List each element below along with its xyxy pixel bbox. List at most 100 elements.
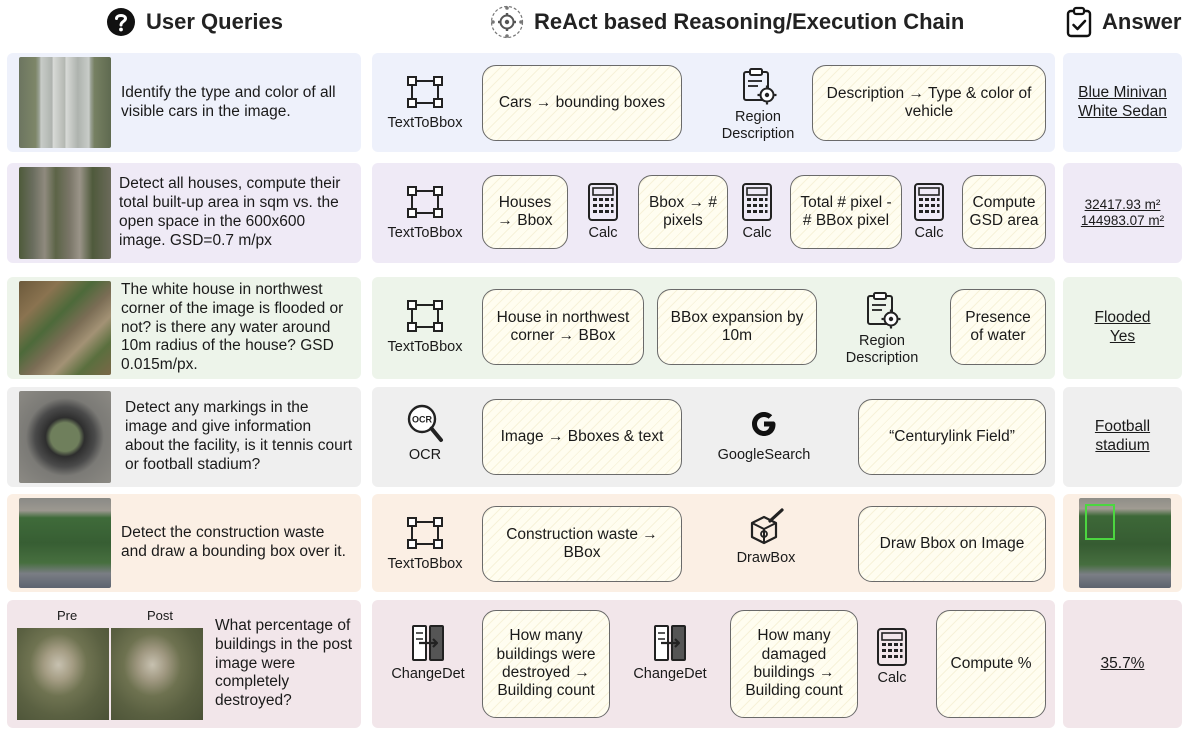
answer-cell: 32417.93 m² 144983.07 m² — [1063, 163, 1182, 263]
ocr-magnifier-icon: OCR — [407, 404, 443, 442]
chain-cell: TextToBbox House in northwest corner → B… — [372, 277, 1055, 379]
tool-label: TextToBbox — [387, 339, 463, 355]
bounding-box-icon — [407, 76, 443, 108]
clipboard-check-icon — [1066, 6, 1092, 38]
row-2: Detect all houses, compute their total b… — [0, 163, 1200, 263]
calculator-icon — [588, 183, 618, 221]
tool-label: Region Description — [845, 333, 919, 367]
step-box: Construction waste → BBox — [482, 506, 682, 582]
query-cell: Identify the type and color of all visib… — [7, 53, 361, 152]
tool-region-description: Region Description — [832, 291, 932, 368]
chain-cell: TextToBbox Cars → bounding boxes Region … — [372, 53, 1055, 152]
tool-label: Calc — [877, 670, 907, 686]
answer-line: 144983.07 m² — [1080, 213, 1165, 228]
post-label: Post — [147, 608, 174, 623]
row-4: Detect any markings in the image and giv… — [0, 387, 1200, 487]
step-box: How many damaged buildings → Building co… — [730, 610, 858, 718]
step-box: Image → Bboxes & text — [482, 399, 682, 475]
query-text: Detect any markings in the image and giv… — [125, 399, 353, 473]
query-cell: Detect the construction waste and draw a… — [7, 494, 361, 592]
answer-line: stadium — [1095, 437, 1150, 454]
step-box: How many buildings were destroyed → Buil… — [482, 610, 610, 718]
header-label: User Queries — [146, 9, 283, 34]
tool-region-description: Region Description — [708, 67, 808, 144]
step-box: Compute GSD area — [962, 175, 1046, 249]
answer-line: 32417.93 m² — [1084, 196, 1161, 212]
answer-line: Yes — [1109, 328, 1136, 345]
step-box: Presence of water — [950, 289, 1046, 365]
answer-image — [1079, 498, 1171, 588]
answer-line: Football — [1094, 418, 1151, 436]
gear-network-icon — [490, 5, 524, 39]
query-text: Identify the type and color of all visib… — [121, 83, 336, 120]
bounding-box-icon — [407, 300, 443, 332]
answer-line: 35.7% — [1100, 654, 1145, 672]
tool-texttobbox: TextToBbox — [380, 183, 470, 242]
tool-calc: Calc — [578, 183, 628, 242]
clipboard-gear-icon — [743, 68, 777, 105]
query-cell: Detect all houses, compute their total b… — [7, 163, 361, 263]
header-answer: Answer — [1066, 0, 1181, 44]
tool-label: Region Description — [721, 109, 795, 143]
step-box: Draw Bbox on Image — [858, 506, 1046, 582]
step-box: Cars → bounding boxes — [482, 65, 682, 141]
tool-changedet: ChangeDet — [622, 624, 718, 683]
draw-box-icon — [750, 508, 784, 545]
tool-label: ChangeDet — [633, 666, 707, 682]
tool-label: GoogleSearch — [717, 447, 811, 463]
chain-cell: ChangeDet How many buildings were destro… — [372, 600, 1055, 728]
stadium-aerial-image — [19, 391, 111, 483]
answer-line: Blue Minivan — [1078, 83, 1167, 101]
answer-text: 32417.93 m² 144983.07 m² — [1063, 163, 1182, 263]
step-box: “Centurylink Field” — [858, 399, 1046, 475]
header-label: Answer — [1102, 9, 1182, 34]
tool-label: Calc — [914, 225, 944, 241]
bounding-box-icon — [407, 186, 443, 218]
step-box: Bbox → # pixels — [638, 175, 728, 249]
tool-google-search: GoogleSearch — [704, 405, 824, 464]
tool-label: Calc — [588, 225, 618, 241]
calculator-icon — [914, 183, 944, 221]
answer-cell: Blue Minivan White Sedan — [1063, 53, 1182, 152]
row-6: Pre Post What percentage of buildings in… — [0, 600, 1200, 728]
chain-cell: TextToBbox Construction waste → BBox Dra… — [372, 494, 1055, 592]
tool-label: DrawBox — [736, 550, 796, 566]
chain-cell: OCR OCR Image → Bboxes & text GoogleSear… — [372, 387, 1055, 487]
tool-label: TextToBbox — [387, 115, 463, 131]
answer-text: Football stadium — [1063, 387, 1182, 487]
row-5: Detect the construction waste and draw a… — [0, 494, 1200, 592]
clipboard-gear-icon — [867, 292, 901, 329]
step-box: Description → Type & color of vehicle — [812, 65, 1046, 141]
tool-calc: Calc — [904, 183, 954, 242]
tool-changedet: ChangeDet — [380, 624, 476, 683]
header-user-queries: User Queries — [106, 0, 283, 44]
step-box: House in northwest corner → BBox — [482, 289, 644, 365]
tool-drawbox: DrawBox — [716, 508, 816, 567]
calculator-icon — [742, 183, 772, 221]
query-cell: The white house in northwest corner of t… — [7, 277, 361, 379]
tool-calc: Calc — [732, 183, 782, 242]
change-detection-icon — [654, 625, 686, 661]
header-chain: ReAct based Reasoning/Execution Chain — [490, 0, 964, 44]
calculator-icon — [877, 628, 907, 666]
answer-cell: Football stadium — [1063, 387, 1182, 487]
query-text: What percentage of buildings in the post… — [215, 616, 353, 710]
answer-cell — [1063, 494, 1182, 592]
query-text: Detect the construction waste and draw a… — [121, 524, 346, 560]
query-text: Detect all houses, compute their total b… — [119, 175, 341, 249]
post-disaster-image — [111, 628, 203, 720]
tool-label: ChangeDet — [391, 666, 465, 682]
tool-ocr: OCR OCR — [380, 404, 470, 464]
chain-cell: TextToBbox Houses → Bbox Calc Bbox → # p… — [372, 163, 1055, 263]
flood-aerial-image — [19, 281, 111, 375]
tool-label: TextToBbox — [387, 225, 463, 241]
change-detection-icon — [412, 625, 444, 661]
query-cell: Pre Post What percentage of buildings in… — [7, 600, 361, 728]
svg-text:OCR: OCR — [412, 415, 433, 425]
answer-cell: Flooded Yes — [1063, 277, 1182, 379]
row-3: The white house in northwest corner of t… — [0, 277, 1200, 379]
tool-label: Calc — [742, 225, 772, 241]
houses-aerial-image — [19, 167, 111, 259]
tool-texttobbox: TextToBbox — [380, 73, 470, 132]
question-circle-icon — [107, 8, 135, 36]
